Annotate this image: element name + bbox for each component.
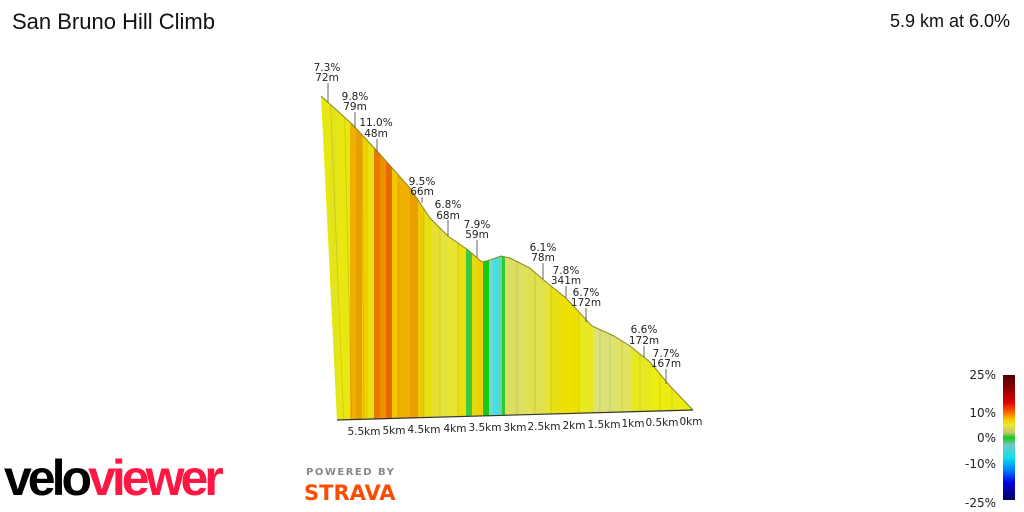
svg-text:5.5km: 5.5km bbox=[347, 426, 380, 438]
climb-summary: 5.9 km at 6.0% bbox=[889, 11, 1010, 31]
svg-text:7.3%: 7.3% bbox=[314, 62, 341, 74]
svg-text:68m: 68m bbox=[436, 210, 460, 222]
profile-baseline bbox=[336, 409, 694, 421]
svg-text:341m: 341m bbox=[551, 275, 581, 287]
profile-outline bbox=[320, 95, 694, 411]
legend-label-25: 25% bbox=[969, 368, 996, 382]
svg-text:48m: 48m bbox=[364, 128, 388, 140]
svg-text:6.7%: 6.7% bbox=[573, 287, 600, 299]
veloviewer-logo[interactable]: veloviewer bbox=[4, 448, 224, 508]
strava-logo[interactable]: STRAVA bbox=[304, 481, 396, 505]
legend-label-0: 0% bbox=[976, 431, 996, 445]
annotation-leaders bbox=[327, 83, 667, 384]
svg-text:72m: 72m bbox=[315, 72, 339, 84]
profile-bands bbox=[321, 96, 693, 420]
svg-text:3km: 3km bbox=[504, 422, 527, 434]
svg-text:3.5km: 3.5km bbox=[468, 422, 501, 434]
svg-text:7.7%: 7.7% bbox=[653, 348, 680, 360]
svg-text:11.0%: 11.0% bbox=[359, 117, 392, 129]
svg-text:0km: 0km bbox=[680, 416, 703, 428]
svg-text:4.5km: 4.5km bbox=[407, 424, 440, 436]
x-axis-labels: 5.5km 5km 4.5km 4km 3.5km 3km 2.5km 2km … bbox=[347, 416, 702, 438]
svg-text:172m: 172m bbox=[571, 297, 601, 309]
gradient-annotations: 7.3% 72m 9.8% 79m 11.0% 48m 9.5% 66m 6.8… bbox=[314, 62, 681, 370]
legend-label-neg25: -25% bbox=[964, 496, 996, 510]
svg-text:2km: 2km bbox=[563, 420, 586, 432]
svg-text:2.5km: 2.5km bbox=[527, 421, 560, 433]
logo-viewer-text: viewer bbox=[88, 450, 224, 506]
svg-text:6.6%: 6.6% bbox=[631, 324, 658, 336]
svg-text:0.5km: 0.5km bbox=[645, 417, 678, 429]
svg-text:66m: 66m bbox=[410, 186, 434, 198]
svg-text:9.8%: 9.8% bbox=[342, 91, 369, 103]
svg-text:78m: 78m bbox=[531, 252, 555, 264]
svg-text:167m: 167m bbox=[651, 358, 681, 370]
powered-by-label: POWERED BY bbox=[306, 467, 396, 478]
svg-text:7.8%: 7.8% bbox=[553, 265, 580, 277]
svg-text:79m: 79m bbox=[343, 101, 367, 113]
svg-text:4km: 4km bbox=[444, 423, 467, 435]
svg-text:172m: 172m bbox=[629, 335, 659, 347]
svg-text:1.5km: 1.5km bbox=[587, 419, 620, 431]
legend-label-10: 10% bbox=[969, 406, 996, 420]
svg-text:7.9%: 7.9% bbox=[464, 219, 491, 231]
svg-text:59m: 59m bbox=[465, 229, 489, 241]
svg-text:1km: 1km bbox=[622, 418, 645, 430]
page-title: San Bruno Hill Climb bbox=[12, 9, 215, 34]
legend-label-neg10: -10% bbox=[964, 457, 996, 471]
svg-text:5km: 5km bbox=[383, 425, 406, 437]
svg-text:6.1%: 6.1% bbox=[530, 242, 557, 254]
svg-text:6.8%: 6.8% bbox=[435, 199, 462, 211]
legend-color-bar bbox=[1003, 375, 1015, 500]
svg-text:9.5%: 9.5% bbox=[409, 176, 436, 188]
logo-velo-text: velo bbox=[4, 450, 92, 506]
